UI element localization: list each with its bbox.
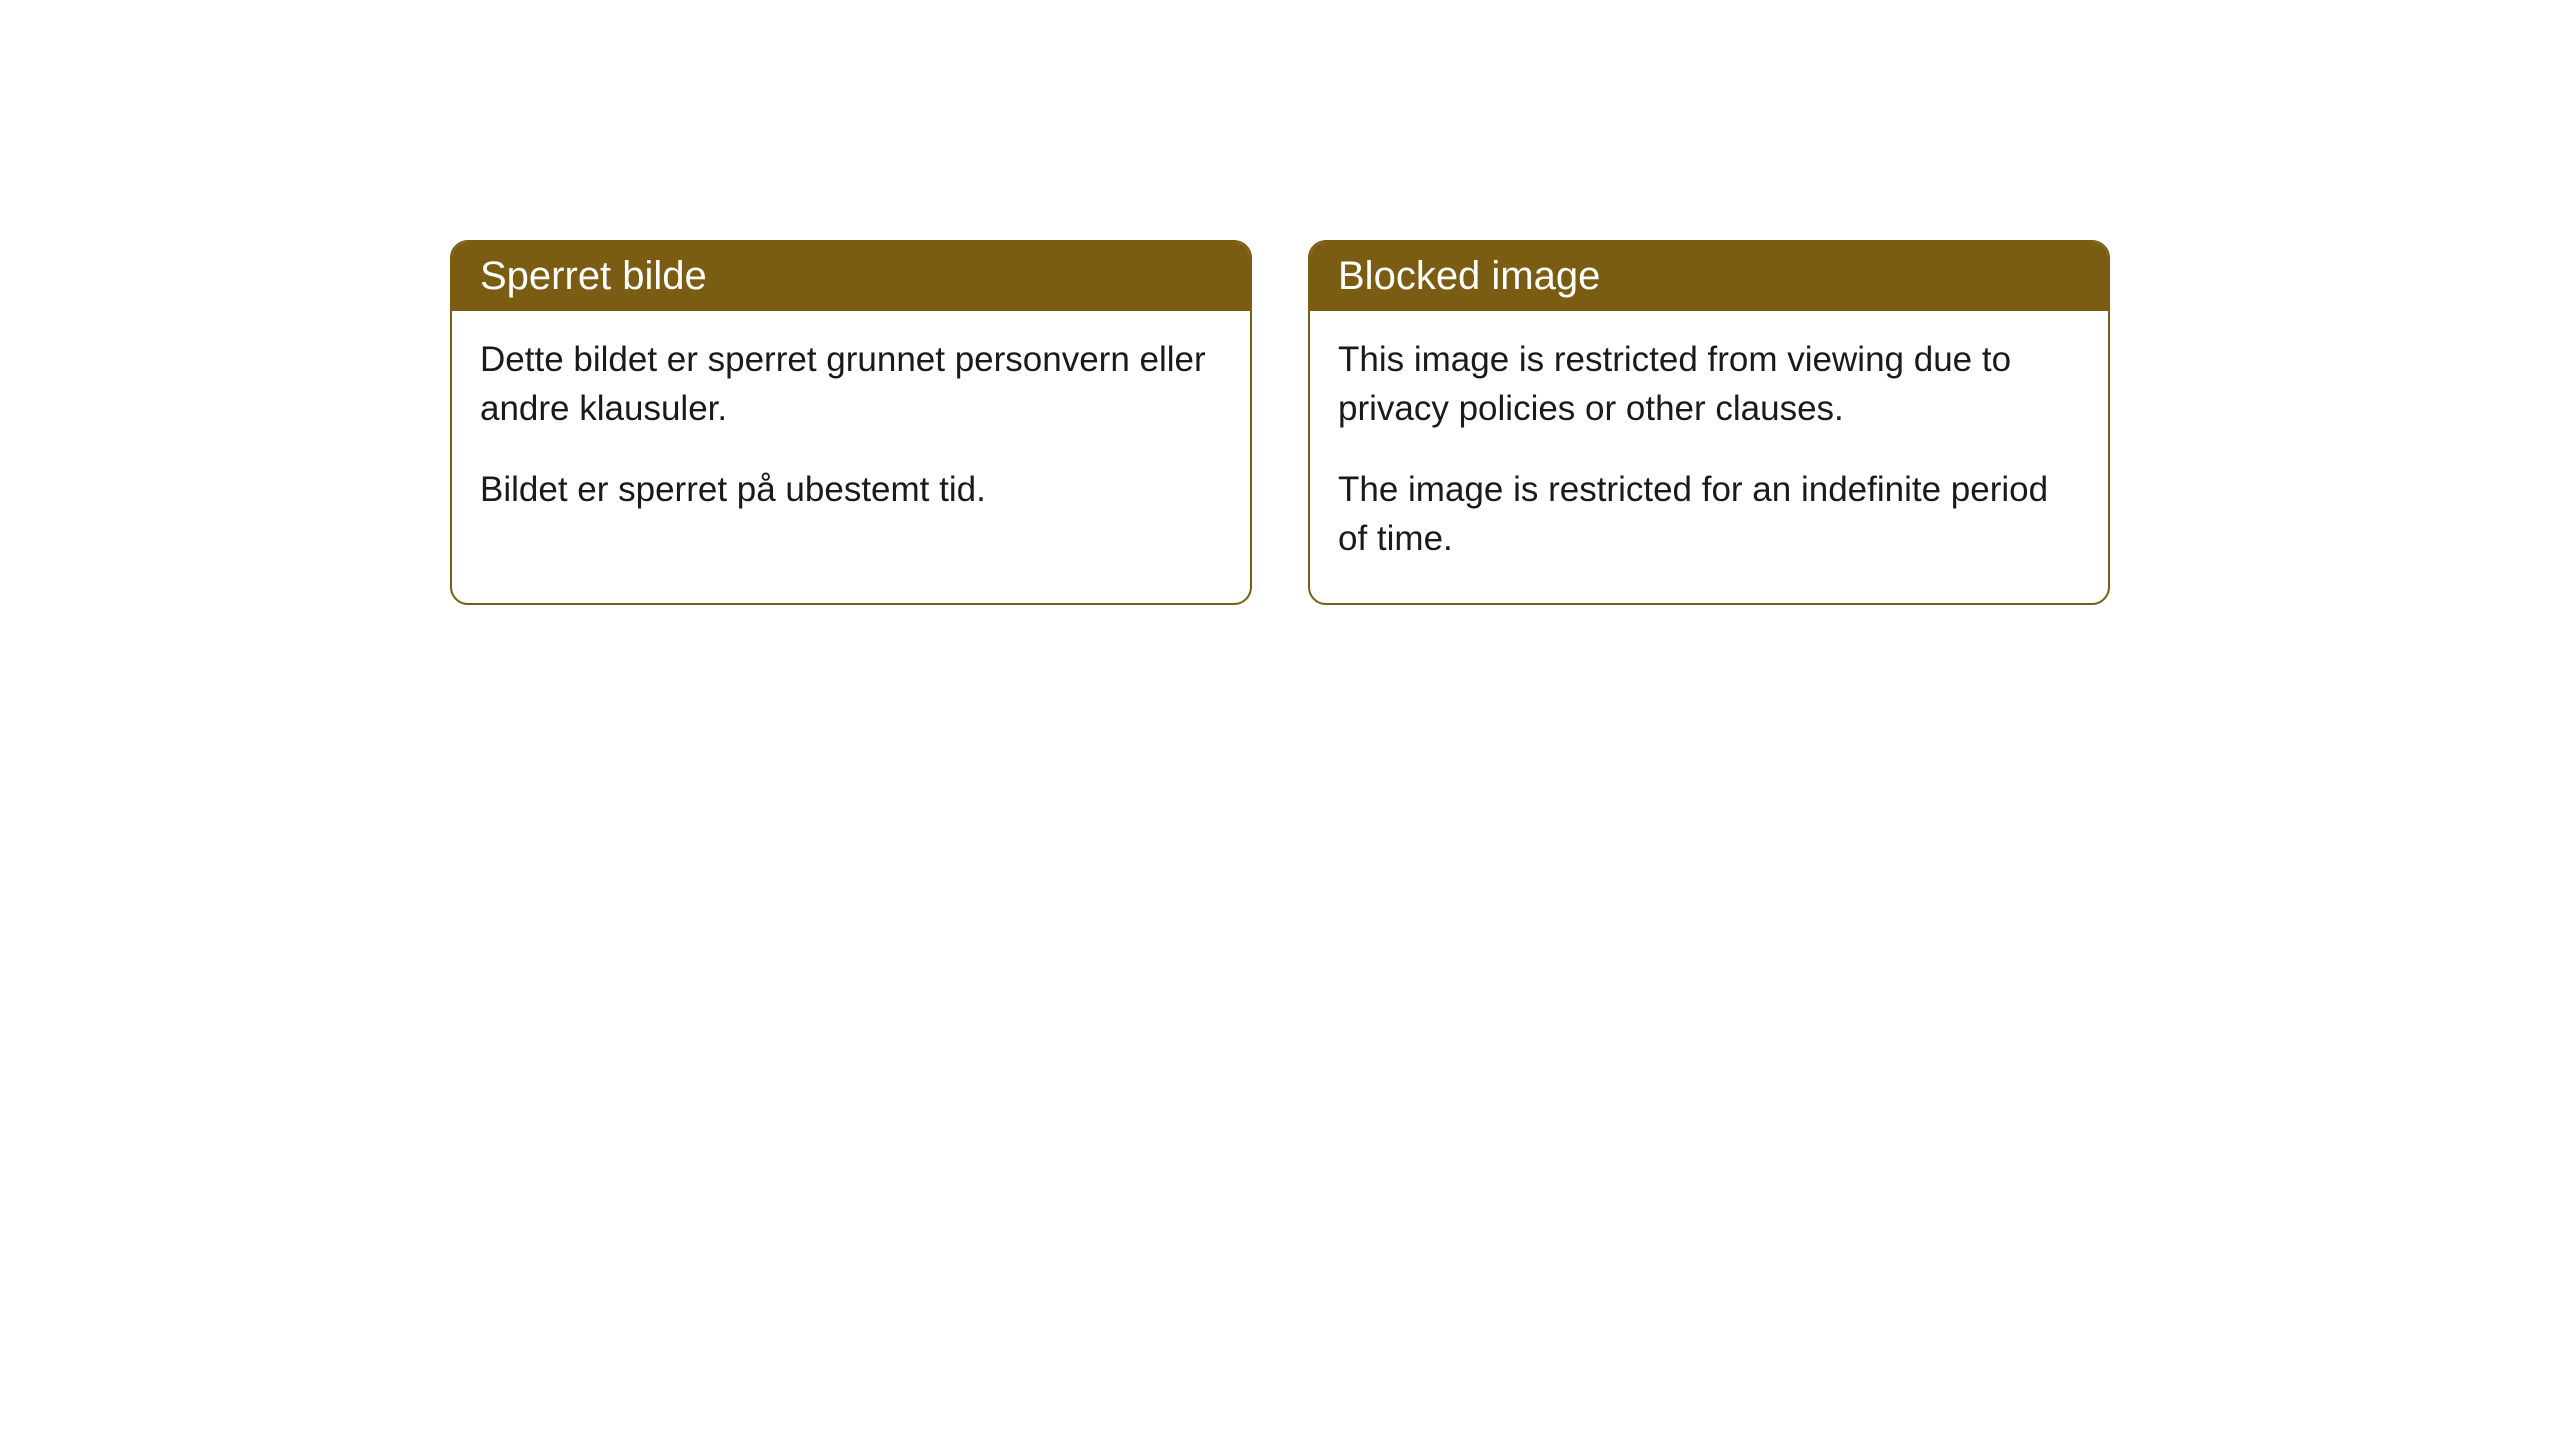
card-body-english: This image is restricted from viewing du…	[1310, 311, 2108, 603]
card-paragraph: This image is restricted from viewing du…	[1338, 335, 2080, 433]
card-title: Sperret bilde	[480, 254, 707, 298]
card-body-norwegian: Dette bildet er sperret grunnet personve…	[452, 311, 1250, 554]
card-header-english: Blocked image	[1310, 242, 2108, 311]
card-paragraph: Bildet er sperret på ubestemt tid.	[480, 465, 1222, 514]
card-title: Blocked image	[1338, 254, 1600, 298]
blocked-image-card-english: Blocked image This image is restricted f…	[1308, 240, 2110, 605]
blocked-image-card-norwegian: Sperret bilde Dette bildet er sperret gr…	[450, 240, 1252, 605]
card-header-norwegian: Sperret bilde	[452, 242, 1250, 311]
card-paragraph: Dette bildet er sperret grunnet personve…	[480, 335, 1222, 433]
notice-container: Sperret bilde Dette bildet er sperret gr…	[0, 0, 2560, 845]
card-paragraph: The image is restricted for an indefinit…	[1338, 465, 2080, 563]
